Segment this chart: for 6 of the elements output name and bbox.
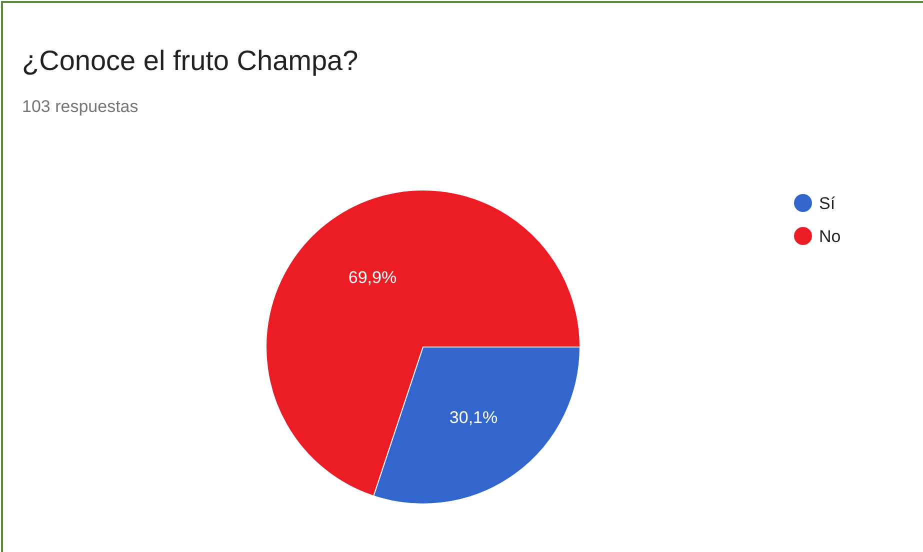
legend-label: No [819, 226, 841, 246]
legend-label: Sí [819, 194, 836, 213]
text: 103 respuestas [22, 97, 138, 116]
data-label: 30,1% [449, 408, 498, 427]
chart-title: ¿Conoce el fruto Champa? [22, 45, 358, 76]
data-label: 69,9% [348, 268, 397, 287]
